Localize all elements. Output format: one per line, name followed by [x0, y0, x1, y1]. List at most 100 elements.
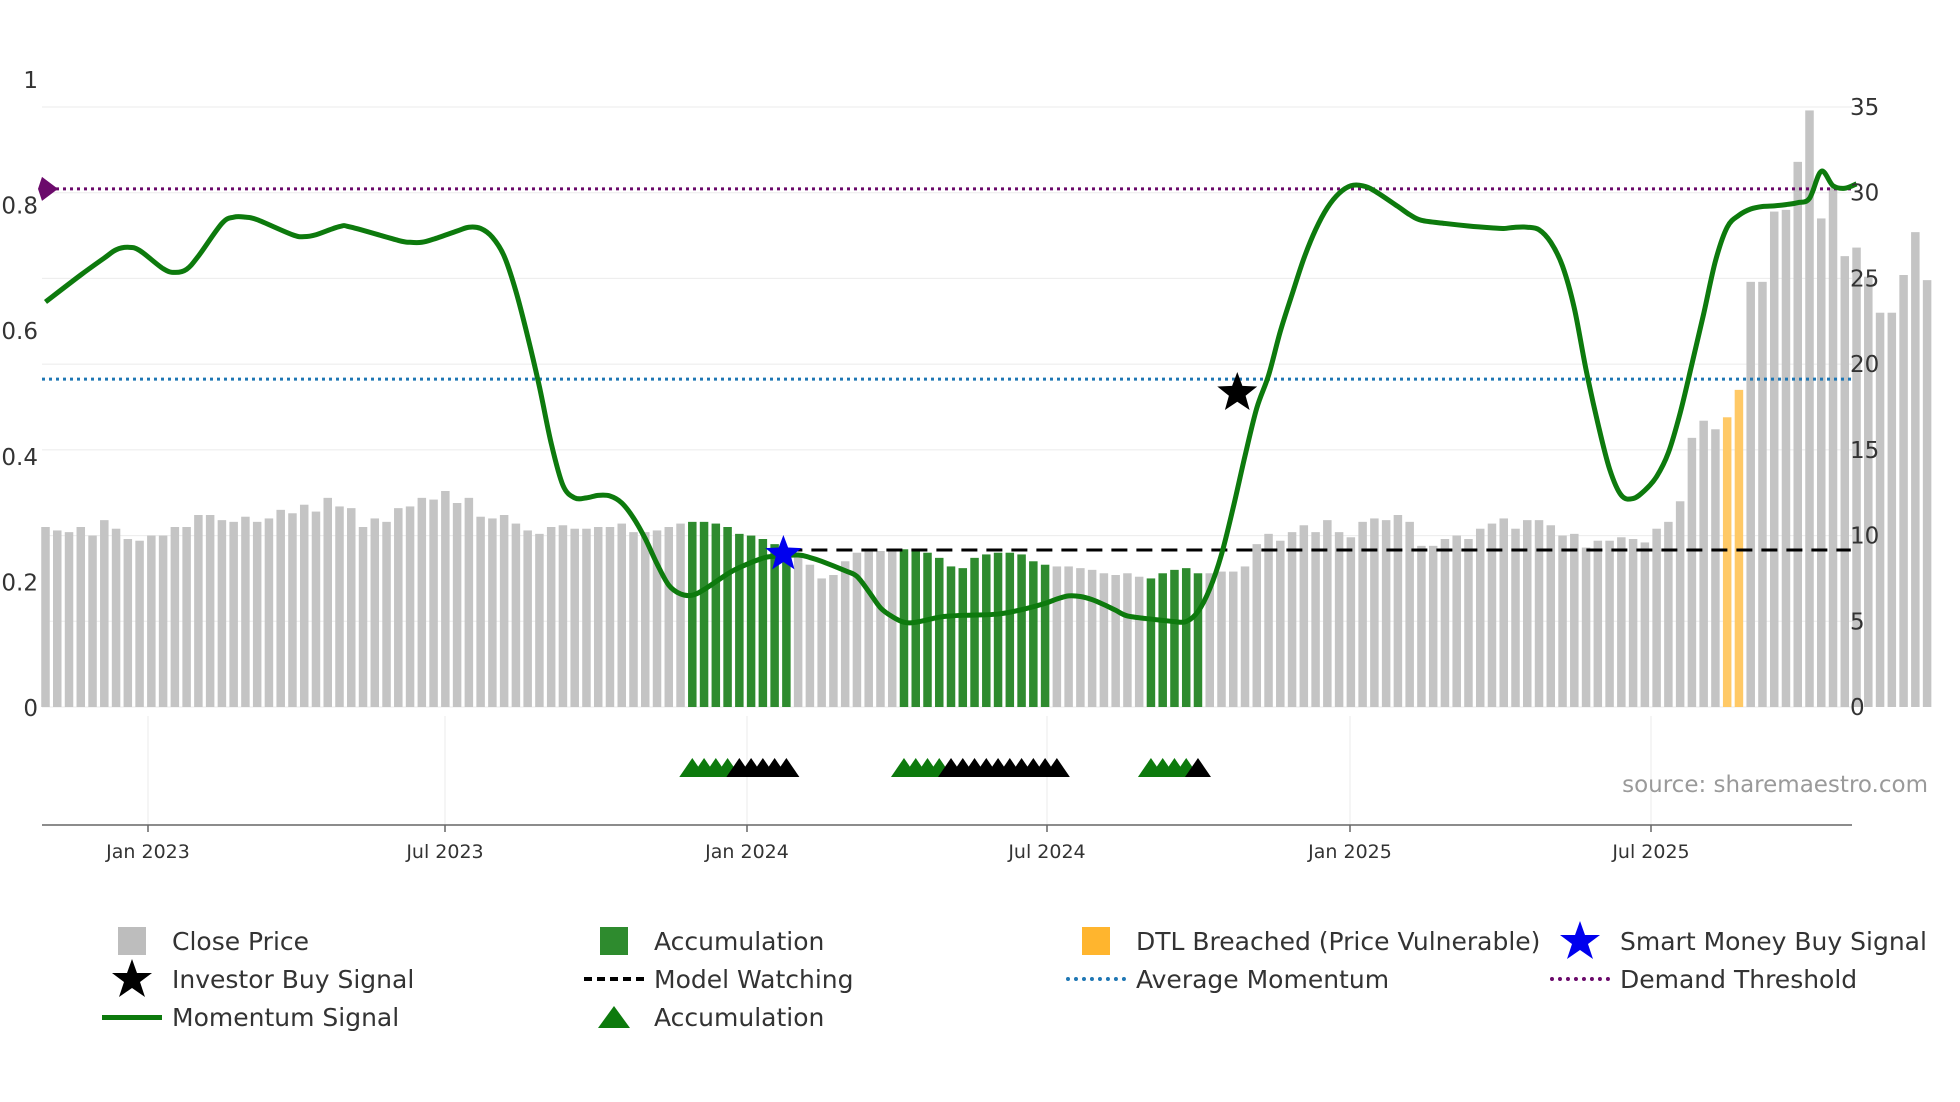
close-price-bar	[1652, 528, 1661, 707]
close-price-bar	[147, 535, 156, 707]
close-price-swatch	[118, 927, 146, 955]
legend-item-close-price: Close Price	[100, 922, 309, 960]
momentum-signal-line	[43, 168, 1858, 626]
demand-threshold-marker	[38, 176, 58, 201]
legend-label: Average Momentum	[1136, 964, 1390, 994]
close-price-bar	[1899, 275, 1908, 707]
accumulation-bar	[911, 549, 920, 707]
close-price-bar	[1358, 521, 1367, 707]
legend-item-investor-buy: Investor Buy Signal	[100, 959, 415, 998]
close-price-bar	[323, 497, 332, 707]
close-price-bar	[829, 575, 838, 707]
legend-label: Investor Buy Signal	[172, 964, 415, 994]
price-bars	[41, 110, 1932, 708]
close-price-bar	[1240, 566, 1250, 707]
y-right-tick-label: 20	[1850, 352, 1879, 378]
accumulation-bar	[1158, 573, 1167, 707]
close-price-bar	[1405, 521, 1414, 707]
close-price-bar	[1617, 537, 1626, 707]
close-price-bar	[1746, 281, 1755, 707]
legend-item-dtl: DTL Breached (Price Vulnerable)	[1064, 922, 1540, 960]
close-price-bar	[370, 518, 380, 707]
close-price-bar	[1428, 545, 1438, 707]
legend-item-smart-money: Smart Money Buy Signal	[1548, 921, 1927, 960]
accumulation-bar	[946, 566, 956, 707]
close-price-bar	[1805, 110, 1814, 707]
y-left-tick-label: 0.4	[1, 445, 38, 471]
accumulation-bar	[699, 521, 709, 707]
close-price-bar	[1323, 520, 1332, 707]
close-price-bar	[182, 527, 191, 707]
legend-label: Smart Money Buy Signal	[1620, 926, 1927, 956]
close-price-bar	[1393, 515, 1403, 707]
close-price-bar	[570, 528, 579, 707]
legend-label: Accumulation	[654, 1002, 825, 1032]
accumulation-bar	[923, 552, 932, 707]
close-price-bar	[382, 521, 391, 707]
y-right-tick-label: 0	[1850, 695, 1865, 721]
legend-label: DTL Breached (Price Vulnerable)	[1136, 926, 1541, 956]
close-price-bar	[1217, 571, 1226, 707]
close-price-bar	[805, 564, 815, 707]
close-price-bar	[1558, 535, 1567, 707]
close-price-bar	[88, 535, 97, 707]
close-price-bar	[840, 561, 850, 707]
x-tick-label: Jan 2024	[704, 841, 789, 863]
accumulation-bar	[1005, 552, 1015, 707]
close-price-bar	[664, 527, 674, 707]
y-left-tick-label: 1	[23, 68, 38, 94]
close-price-bar	[676, 523, 685, 707]
close-price-bar	[1793, 161, 1802, 707]
close-price-bar	[641, 532, 650, 707]
close-price-bar	[1887, 312, 1897, 707]
close-price-bar	[546, 527, 556, 707]
close-price-bar	[1264, 533, 1273, 707]
close-price-bar	[1664, 521, 1673, 707]
close-price-bar	[817, 578, 826, 707]
accumulation-bar	[970, 557, 979, 707]
close-price-bar	[194, 515, 203, 707]
close-price-bar	[394, 508, 403, 707]
dtl-swatch	[1082, 927, 1110, 955]
accumulation-bar	[782, 549, 791, 707]
close-price-bar	[1229, 571, 1238, 707]
close-price-bar	[1640, 542, 1650, 707]
close-price-bar	[1475, 528, 1485, 707]
close-price-bar	[1076, 568, 1085, 707]
x-tick-label: Jan 2025	[1307, 841, 1392, 863]
close-price-bar	[1370, 518, 1379, 707]
legend-label: Model Watching	[654, 964, 854, 994]
accumulation-bar	[1193, 573, 1203, 707]
accumulation-bar	[735, 533, 744, 707]
legend-item-demand-threshold: Demand Threshold	[1548, 960, 1857, 998]
close-price-bar	[876, 551, 885, 707]
close-price-bar	[1099, 573, 1109, 707]
close-price-bar	[1452, 535, 1461, 707]
smart-money-star-icon	[1560, 921, 1600, 959]
close-price-bar	[288, 513, 297, 707]
close-price-bar	[1546, 525, 1556, 707]
close-price-bar	[1687, 437, 1697, 707]
close-price-bar	[1334, 532, 1344, 707]
close-price-bar	[558, 525, 568, 707]
close-price-bar	[311, 511, 321, 707]
close-price-bar	[41, 527, 50, 707]
y-right-tick-label: 35	[1850, 95, 1879, 121]
close-price-bar	[452, 503, 462, 707]
close-price-bar	[864, 551, 873, 707]
accumulation-swatch	[600, 927, 628, 955]
accumulation-bar	[1146, 578, 1156, 707]
close-price-bar	[1828, 187, 1838, 708]
accumulation-bar	[993, 552, 1003, 707]
close-price-bar	[511, 523, 521, 707]
close-price-bar	[264, 518, 274, 707]
close-price-bar	[1864, 276, 1873, 707]
accumulation-bar	[723, 527, 732, 707]
close-price-bar	[1699, 420, 1708, 707]
close-price-bar	[582, 528, 591, 707]
y-left-tick-label: 0.8	[1, 194, 38, 220]
watching-triangle	[1184, 758, 1211, 777]
close-price-bar	[617, 523, 626, 707]
close-price-bar	[276, 509, 285, 707]
